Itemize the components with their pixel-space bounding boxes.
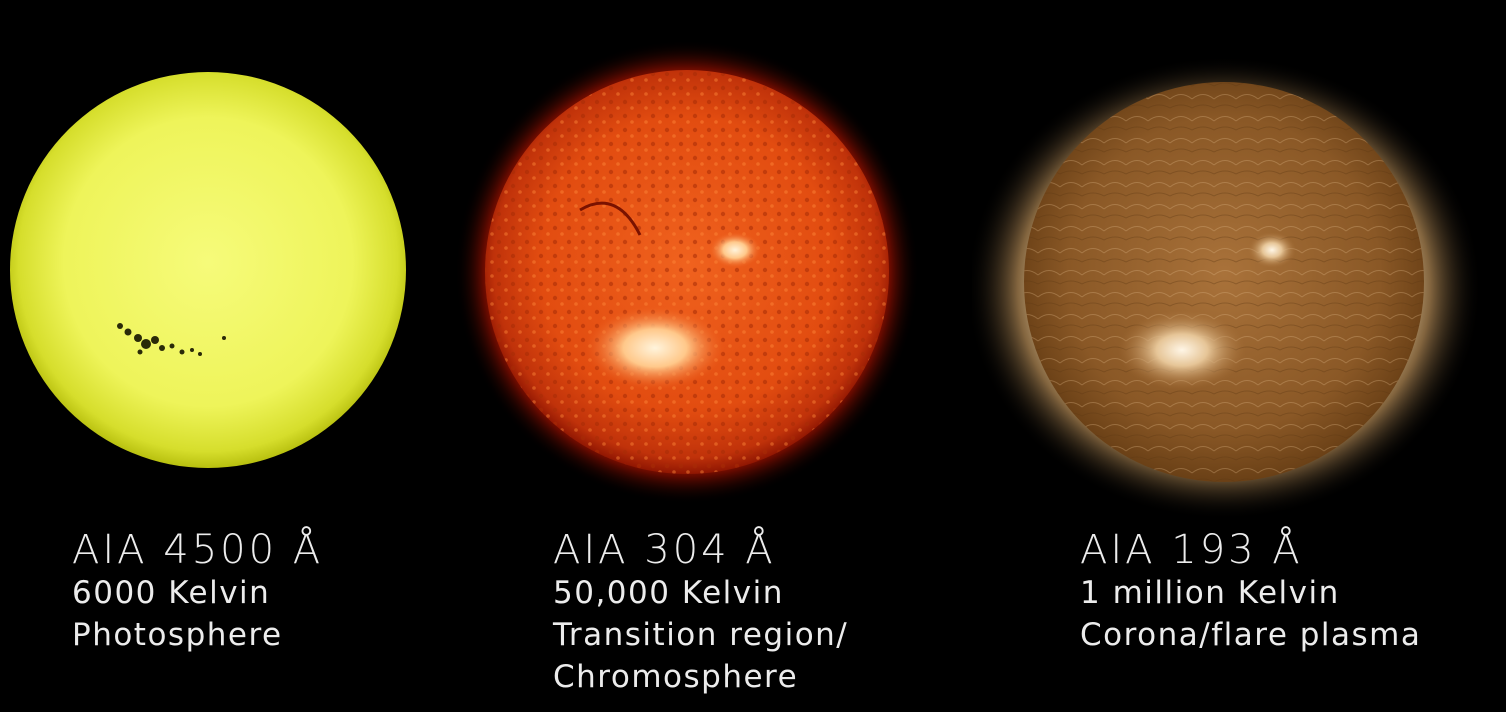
surface-texture [485,70,889,474]
sun-image-304 [455,40,919,504]
panel-aia-193: AIA 193 Å 1 million Kelvin Corona/flare … [972,0,1506,712]
coronal-loops-texture [1024,82,1424,482]
active-region-small [709,232,761,268]
sun-image-4500 [10,72,406,468]
panel-aia-304: AIA 304 Å 50,000 Kelvin Transition regio… [425,0,980,712]
panel-aia-4500: AIA 4500 Å 6000 Kelvin Photosphere [0,0,425,712]
layer-label: Transition region/ [553,617,849,653]
sun-image-193 [972,56,1482,520]
panel-title: AIA 193 Å [1080,527,1303,573]
panel-title: AIA 4500 Å [72,527,324,573]
active-region [585,306,725,390]
temperature-label: 1 million Kelvin [1080,575,1340,611]
filament [579,201,642,236]
active-region-small [1248,232,1296,268]
sunspot-group [117,323,226,356]
temperature-label: 50,000 Kelvin [553,575,784,611]
panel-title: AIA 304 Å [553,527,776,573]
caption-aia-193: AIA 193 Å 1 million Kelvin Corona/flare … [1080,528,1421,656]
layer-label-continued: Chromosphere [553,659,799,695]
caption-aia-304: AIA 304 Å 50,000 Kelvin Transition regio… [553,528,848,698]
temperature-label: 6000 Kelvin [72,575,271,611]
flare-region [1118,310,1246,390]
photosphere-disk [10,72,406,468]
caption-aia-4500: AIA 4500 Å 6000 Kelvin Photosphere [72,528,323,656]
layer-label: Corona/flare plasma [1080,617,1422,653]
layer-label: Photosphere [72,617,283,653]
